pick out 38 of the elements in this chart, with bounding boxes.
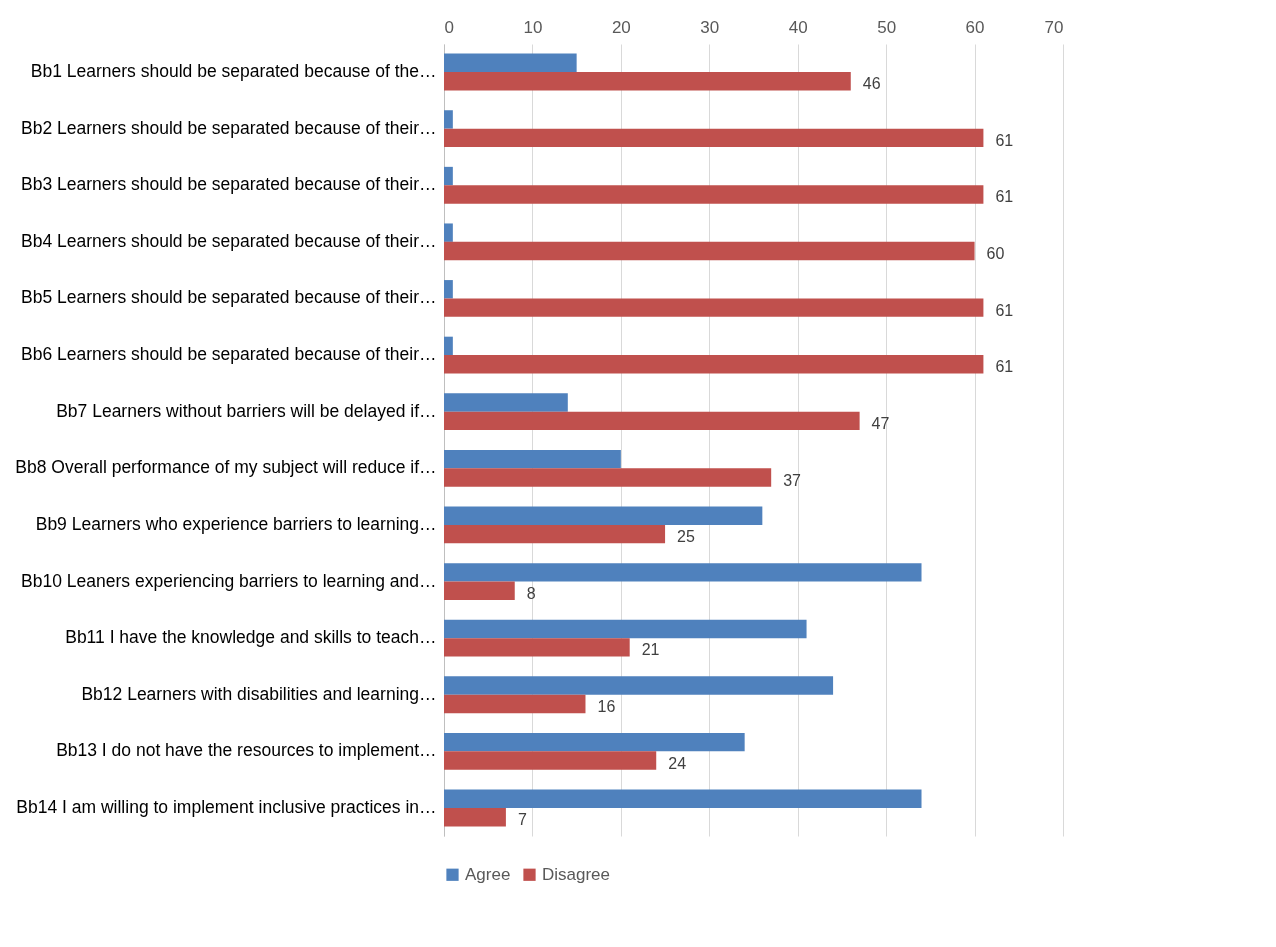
- x-tick-label: 20: [611, 17, 631, 37]
- data-label: 61: [995, 188, 1014, 206]
- y-tick-label: Bb12 Learners with disabilities and learning…: [81, 683, 437, 704]
- y-tick-label: Bb5 Learners should be separated because of their…: [21, 287, 437, 308]
- data-label: 46: [862, 75, 881, 93]
- y-tick-label: Bb11 I have the knowledge and skills to teach…: [65, 627, 437, 648]
- data-label: 60: [986, 245, 1005, 263]
- data-label: 24: [668, 754, 687, 772]
- data-label: 61: [995, 301, 1014, 319]
- data-label: 21: [641, 641, 660, 659]
- x-tick-label: 50: [877, 17, 897, 37]
- legend-label: Agree: [465, 864, 511, 884]
- y-tick-label: Bb7 Learners without barriers will be delayed if…: [56, 400, 437, 421]
- y-tick-label: Bb2 Learners should be separated because of their…: [21, 117, 437, 138]
- x-tick-label: 30: [700, 17, 720, 37]
- y-tick-label: Bb8 Overall performance of my subject will reduce if…: [15, 457, 437, 478]
- y-tick-label: Bb9 Learners who experience barriers to learning…: [35, 513, 437, 534]
- data-label: 16: [597, 697, 616, 715]
- x-tick-label: 70: [1044, 17, 1064, 37]
- data-label: 61: [995, 358, 1014, 376]
- legend-label: Disagree: [542, 864, 611, 884]
- data-label: 47: [871, 414, 890, 432]
- data-label: 37: [783, 471, 802, 489]
- y-tick-label: Bb13 I do not have the resources to implement…: [56, 740, 437, 761]
- y-tick-label: Bb14 I am willing to implement inclusive practices in…: [16, 796, 437, 817]
- y-tick-label: Bb1 Learners should be separated because of the…: [30, 61, 437, 82]
- y-tick-label: Bb3 Learners should be separated because of their…: [21, 174, 437, 195]
- data-label: 25: [677, 528, 695, 546]
- x-tick-label: 10: [523, 17, 543, 37]
- data-label: 8: [526, 584, 536, 602]
- x-tick-label: 40: [788, 17, 808, 37]
- data-label: 61: [995, 131, 1014, 149]
- y-tick-label: Bb4 Learners should be separated because of their…: [21, 230, 437, 251]
- data-label: 7: [517, 811, 527, 829]
- x-tick-label: 60: [965, 17, 985, 37]
- y-tick-label: Bb6 Learners should be separated because of their…: [21, 344, 437, 365]
- x-tick-label: 0: [444, 17, 454, 37]
- y-tick-label: Bb10 Leaners experiencing barriers to learning and…: [21, 570, 437, 591]
